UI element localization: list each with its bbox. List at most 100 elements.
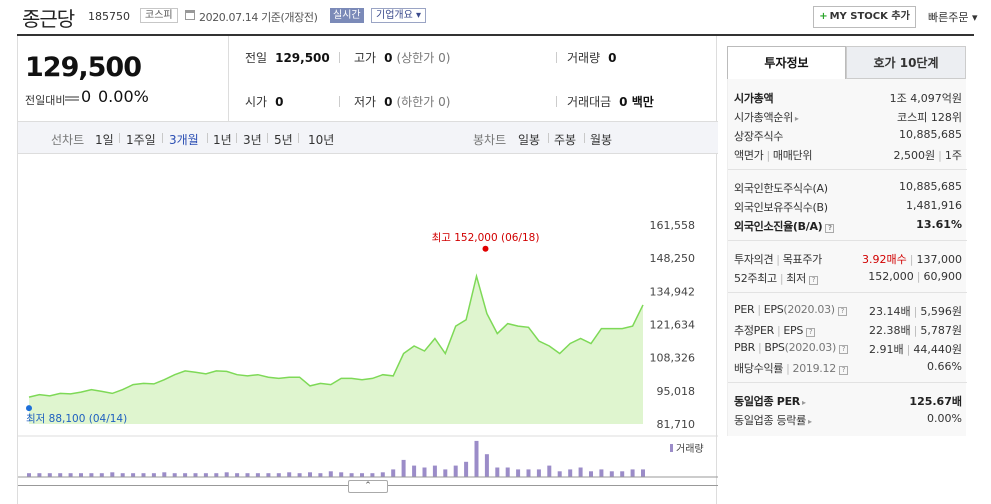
current-price: 129,500 xyxy=(25,52,142,83)
volume-bar xyxy=(79,473,83,477)
tab-period-3m[interactable]: 3개월 xyxy=(169,133,199,147)
volume-bar xyxy=(360,473,364,477)
volume-bar xyxy=(578,467,583,477)
volume-bar xyxy=(58,473,63,477)
stat-divider xyxy=(339,96,340,107)
volume-legend-label: 거래량 xyxy=(676,443,704,455)
stat-divider xyxy=(339,52,340,63)
period-divider xyxy=(207,133,208,143)
period-divider xyxy=(548,133,549,143)
price-stats: 전일 129,500 고가 0 (상한가 0) 거래량 0 시가 0 저가 0 (하한가 0)… xyxy=(229,36,718,122)
add-mystock-label: MY STOCK 추가 xyxy=(829,11,910,22)
volume-bar xyxy=(308,472,312,478)
chevron-right-icon: ▸ xyxy=(801,398,806,407)
period-divider xyxy=(298,133,299,143)
chart-collapse-handle[interactable]: ⌃ xyxy=(348,480,388,493)
y-tick-label: 148,250 xyxy=(650,252,696,265)
max-price-annotation: 최고 152,000 (06/18) xyxy=(432,232,540,244)
volume-bar xyxy=(380,472,385,478)
volume-bar xyxy=(37,473,42,477)
volume-bar xyxy=(89,473,94,477)
add-mystock-button[interactable]: + MY STOCK 추가 xyxy=(813,6,916,28)
volume-bar xyxy=(162,472,167,478)
volume-bar xyxy=(235,473,240,477)
x-tick-label: 07/10 xyxy=(617,483,649,484)
row-foreign-own: 외국인보유주식수(B) 1,481,916 xyxy=(734,199,962,214)
volume-bar xyxy=(495,467,500,477)
row-sector-per: 동일업종 PER ▸ 125.67배 xyxy=(734,395,962,408)
calendar-icon xyxy=(185,10,195,20)
row-dividend: 배당수익률 | 2019.12? 0.66% xyxy=(734,360,962,375)
stat-prev-close: 전일 129,500 xyxy=(245,51,330,65)
row-52week: 52주최고 | 최저? 152,000 | 60,900 xyxy=(734,270,962,285)
y-tick-label: 134,942 xyxy=(650,285,696,298)
help-icon[interactable]: ? xyxy=(825,224,835,233)
stat-volume: 거래량 0 xyxy=(567,51,617,65)
y-tick-label: 121,634 xyxy=(650,319,696,332)
period-divider xyxy=(119,133,120,143)
price-chart: 81,710 95,018 108,326 121,634 134,942 148,250… xyxy=(18,219,718,484)
volume-bar xyxy=(630,469,635,477)
x-tick-label: 05/08 xyxy=(159,483,191,484)
tab-period-1d[interactable]: 1일 xyxy=(95,133,114,147)
volume-bar xyxy=(224,472,229,478)
volume-bar xyxy=(412,465,417,477)
stock-header: 종근당 185750 코스피 2020.07.14 기준(개장전) 실시간 기업… xyxy=(0,0,991,34)
period-divider xyxy=(267,133,268,143)
volume-bar xyxy=(422,467,427,477)
volume-bar xyxy=(443,469,448,477)
price-panel: 129,500 전일대비 0 0.00% 전일 129,500 고가 0 (상한가 0… xyxy=(17,36,718,504)
x-tick-label: 05/29 xyxy=(315,483,347,484)
company-info-button[interactable]: 기업개요 ▾ xyxy=(371,8,427,23)
help-icon[interactable]: ? xyxy=(806,328,816,337)
candle-chart-title: 봉차트 xyxy=(473,133,507,147)
tab-investment-info[interactable]: 투자정보 xyxy=(727,46,846,79)
row-foreign-limit: 외국인한도주식수(A) 10,885,685 xyxy=(734,180,962,195)
tab-period-10y[interactable]: 10년 xyxy=(308,133,335,147)
volume-bar xyxy=(266,473,271,477)
volume-bar xyxy=(68,473,73,477)
volume-bar xyxy=(391,469,396,477)
help-icon[interactable]: ? xyxy=(838,366,848,375)
period-divider xyxy=(584,133,585,143)
volume-bar xyxy=(526,469,531,477)
help-icon[interactable]: ? xyxy=(837,307,847,316)
x-tick-label: 07/03 xyxy=(575,483,607,484)
price-area xyxy=(29,276,643,424)
x-tick-label: 05/15 xyxy=(211,483,243,484)
volume-bar xyxy=(27,473,31,477)
y-tick-label: 161,558 xyxy=(650,219,696,232)
help-icon[interactable]: ? xyxy=(808,276,818,285)
tab-orderbook-10[interactable]: 호가 10단계 xyxy=(846,46,966,79)
tab-period-5y[interactable]: 5년 xyxy=(274,133,293,147)
help-icon[interactable]: ? xyxy=(838,345,848,354)
volume-bar xyxy=(203,473,208,477)
quick-order-button[interactable]: 빠른주문 ▾ xyxy=(928,9,978,25)
volume-bar xyxy=(339,472,344,478)
line-chart-title: 선차트 xyxy=(51,133,85,147)
tab-period-3y[interactable]: 3년 xyxy=(243,133,262,147)
volume-bar xyxy=(255,473,260,477)
row-est-per-eps: 추정PER | EPS? 22.38배 | 5,787원 xyxy=(734,324,962,337)
tab-period-1y[interactable]: 1년 xyxy=(213,133,232,147)
min-price-marker xyxy=(26,405,32,412)
date-text: 2020.07.14 기준(개장전) xyxy=(199,11,318,24)
tab-candle-daily[interactable]: 일봉 xyxy=(518,133,541,147)
tab-candle-monthly[interactable]: 월봉 xyxy=(590,133,613,147)
x-tick-label: 04/23 xyxy=(76,483,108,484)
tab-candle-weekly[interactable]: 주봉 xyxy=(554,133,577,147)
stock-code: 185750 xyxy=(88,10,130,23)
quick-order-label: 빠른주문 xyxy=(928,11,969,24)
period-bar: 선차트 1일 1주일 3개월 1년 3년 5년 10년 봉차트 일봉 주봉 월봉 xyxy=(18,122,718,154)
volume-bar xyxy=(599,469,604,477)
volume-bar xyxy=(99,473,104,477)
volume-bar xyxy=(131,473,136,477)
volume-bar xyxy=(287,472,292,478)
volume-bar xyxy=(620,471,625,477)
x-tick-label: 06/12 xyxy=(419,483,451,484)
volume-bar xyxy=(464,461,469,477)
tab-period-1w[interactable]: 1주일 xyxy=(126,133,156,147)
x-tick-label: 04/14 xyxy=(18,483,45,484)
volume-bar xyxy=(568,469,573,477)
volume-bar xyxy=(641,469,645,477)
